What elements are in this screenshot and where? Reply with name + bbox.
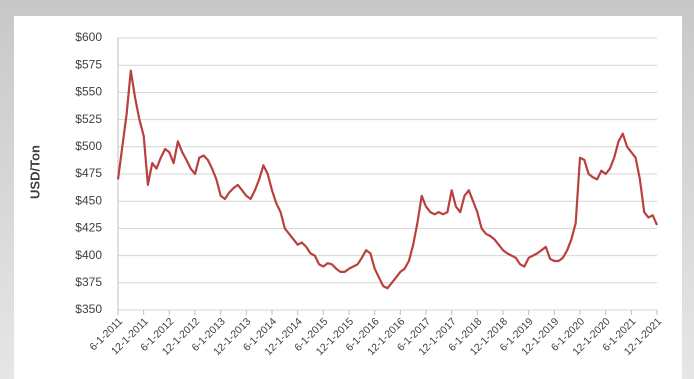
y-tick-label: $350 (75, 302, 102, 316)
y-tick-label: $500 (75, 139, 102, 153)
y-tick-label: $575 (75, 57, 102, 71)
chart-area (14, 16, 682, 379)
data-line (116, 69, 659, 290)
y-tick-label: $550 (75, 85, 102, 99)
y-tick-label: $475 (75, 166, 102, 180)
y-tick-label: $525 (75, 112, 102, 126)
y-axis-label: USD/Ton (27, 145, 42, 199)
y-tick-label: $600 (75, 30, 102, 44)
y-tick-label: $375 (75, 275, 102, 289)
y-tick-label: $450 (75, 193, 102, 207)
y-tick-label: $425 (75, 221, 102, 235)
y-tick-label: $400 (75, 248, 102, 262)
